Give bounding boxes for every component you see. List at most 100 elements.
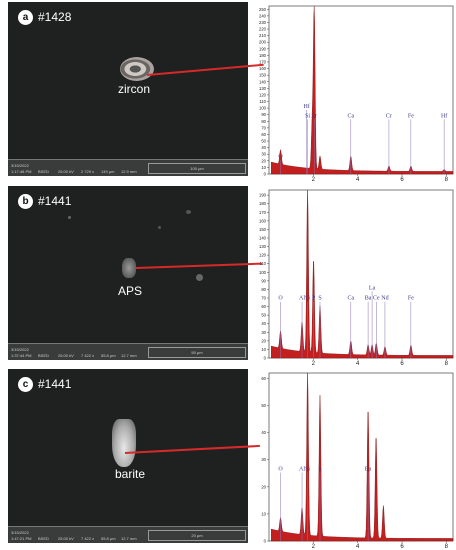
y-tick-label: 110 (259, 99, 266, 104)
panel-b: b #1441 APS 3/15/2022 1:37:44 PM BSED 25… (0, 186, 456, 366)
y-tick-label: 190 (259, 46, 267, 51)
element-label: Hf (304, 103, 310, 110)
y-tick-label: 130 (259, 244, 267, 249)
element-label: Ce (373, 296, 380, 302)
y-tick-label: 0 (264, 539, 267, 544)
scale-bar-c: 20 μm (148, 530, 246, 541)
y-tick-label: 60 (261, 376, 266, 381)
spectrum-svg: 0 10 20 30 40 50 60 2 4 6 8 O Al Si S Ba (261, 372, 454, 549)
particle (68, 216, 71, 219)
plot-frame (268, 189, 454, 359)
eds-spectrum-b: 0 10 20 30 40 50 60 70 80 90 100 110 120 130 140 150 160… (255, 186, 456, 366)
x-tick-label: 6 (400, 177, 404, 182)
eds-spectrum-c: 0 10 20 30 40 50 60 2 4 6 8 O Al Si S Ba (255, 369, 456, 549)
element-label: O (278, 296, 283, 302)
spectrum-svg: 0102030405060708090100110120130140150160… (259, 5, 454, 182)
y-tick-label: 70 (261, 125, 266, 130)
sample-id-a: #1428 (38, 10, 72, 24)
y-tick-label: 200 (259, 40, 267, 45)
y-tick-label: 40 (261, 145, 266, 150)
y-tick-label: 40 (261, 321, 266, 326)
particle (158, 226, 161, 229)
y-tick-label: 50 (261, 139, 266, 144)
element-label: Al (299, 467, 305, 473)
y-tick-label: 170 (259, 60, 267, 65)
y-tick-label: 50 (261, 313, 266, 318)
element-label: O (278, 467, 283, 473)
element-label: Al (299, 296, 305, 302)
element-label: Fe (408, 296, 414, 302)
element-label: Ba (365, 296, 372, 302)
spectrum-area (271, 5, 454, 175)
zircon-grain (120, 57, 154, 81)
x-tick-label: 6 (400, 544, 404, 549)
x-tick-label: 4 (356, 177, 360, 182)
y-tick-label: 150 (259, 73, 267, 78)
y-tick-label: 180 (259, 201, 267, 206)
barite-grain (112, 419, 136, 467)
x-tick-label: 4 (356, 544, 360, 549)
panel-c: c #1441 barite 3/15/2022 1:47:21 PM BSED… (0, 369, 456, 549)
y-tick-label: 30 (261, 330, 266, 335)
y-tick-label: 30 (261, 457, 266, 462)
y-tick-label: 130 (259, 86, 267, 91)
y-tick-label: 120 (259, 253, 267, 258)
y-tick-label: 30 (261, 152, 266, 157)
x-tick-label: 8 (445, 544, 449, 549)
scale-bar-b: 50 μm (148, 347, 246, 358)
y-tick-label: 20 (261, 158, 266, 163)
y-tick-label: 210 (259, 33, 267, 38)
particle (186, 210, 191, 214)
element-label: Si (305, 296, 310, 302)
y-tick-label: 100 (259, 106, 267, 111)
element-label: Hf (441, 112, 447, 119)
element-label: Si (305, 113, 310, 119)
y-tick-label: 90 (261, 112, 266, 117)
aps-grain (122, 258, 136, 278)
y-tick-label: 90 (261, 278, 266, 283)
y-tick-label: 10 (261, 165, 266, 170)
element-label: S (318, 467, 321, 473)
y-tick-label: 240 (259, 13, 267, 18)
spectrum-area (271, 372, 454, 542)
x-tick-label: 2 (312, 177, 316, 182)
mineral-label-b: APS (118, 284, 143, 298)
y-tick-label: 250 (259, 7, 267, 12)
sample-id-c: #1441 (38, 377, 72, 391)
y-tick-label: 20 (261, 484, 266, 489)
element-label: Ca (347, 296, 354, 302)
plot-frame (268, 5, 454, 175)
y-tick-label: 50 (261, 403, 266, 408)
element-label: Nd (381, 296, 388, 302)
element-label: Fe (408, 113, 414, 119)
x-tick-label: 6 (400, 361, 404, 366)
spectrum-svg: 0102030405060708090100110120130140150160… (259, 189, 454, 366)
panel-letter-c: c (18, 377, 33, 392)
y-tick-label: 140 (259, 236, 267, 241)
y-tick-label: 60 (261, 132, 266, 137)
element-label: Ba (365, 467, 372, 473)
mineral-label-a: zircon (118, 82, 151, 96)
y-tick-label: 120 (259, 92, 267, 97)
y-tick-label: 0 (264, 172, 267, 177)
y-tick-label: 10 (261, 511, 266, 516)
panel-letter-a: a (18, 10, 33, 25)
element-label: P (312, 296, 316, 302)
mineral-label-c: barite (115, 467, 146, 481)
element-label: Zr (311, 113, 317, 119)
y-tick-label: 140 (259, 79, 267, 84)
x-tick-label: 8 (445, 177, 449, 182)
y-tick-label: 0 (264, 356, 267, 361)
y-tick-label: 170 (259, 210, 267, 215)
y-tick-label: 10 (261, 347, 266, 352)
element-label: S (318, 296, 321, 302)
element-label: Si (305, 467, 310, 473)
x-tick-label: 8 (445, 361, 449, 366)
panel-a: a #1428 zircon 3/15/2022 1:17:48 PM BSED… (0, 2, 456, 182)
plot-frame (268, 372, 454, 542)
y-tick-label: 80 (261, 119, 266, 124)
sem-info-bar-b: 3/15/2022 1:37:44 PM BSED 25.00 kV 7 422… (8, 343, 248, 360)
x-tick-label: 2 (312, 361, 316, 366)
sem-image-c: c #1441 barite 3/15/2022 1:47:21 PM BSED… (8, 369, 248, 543)
panel-letter-b: b (18, 194, 33, 209)
